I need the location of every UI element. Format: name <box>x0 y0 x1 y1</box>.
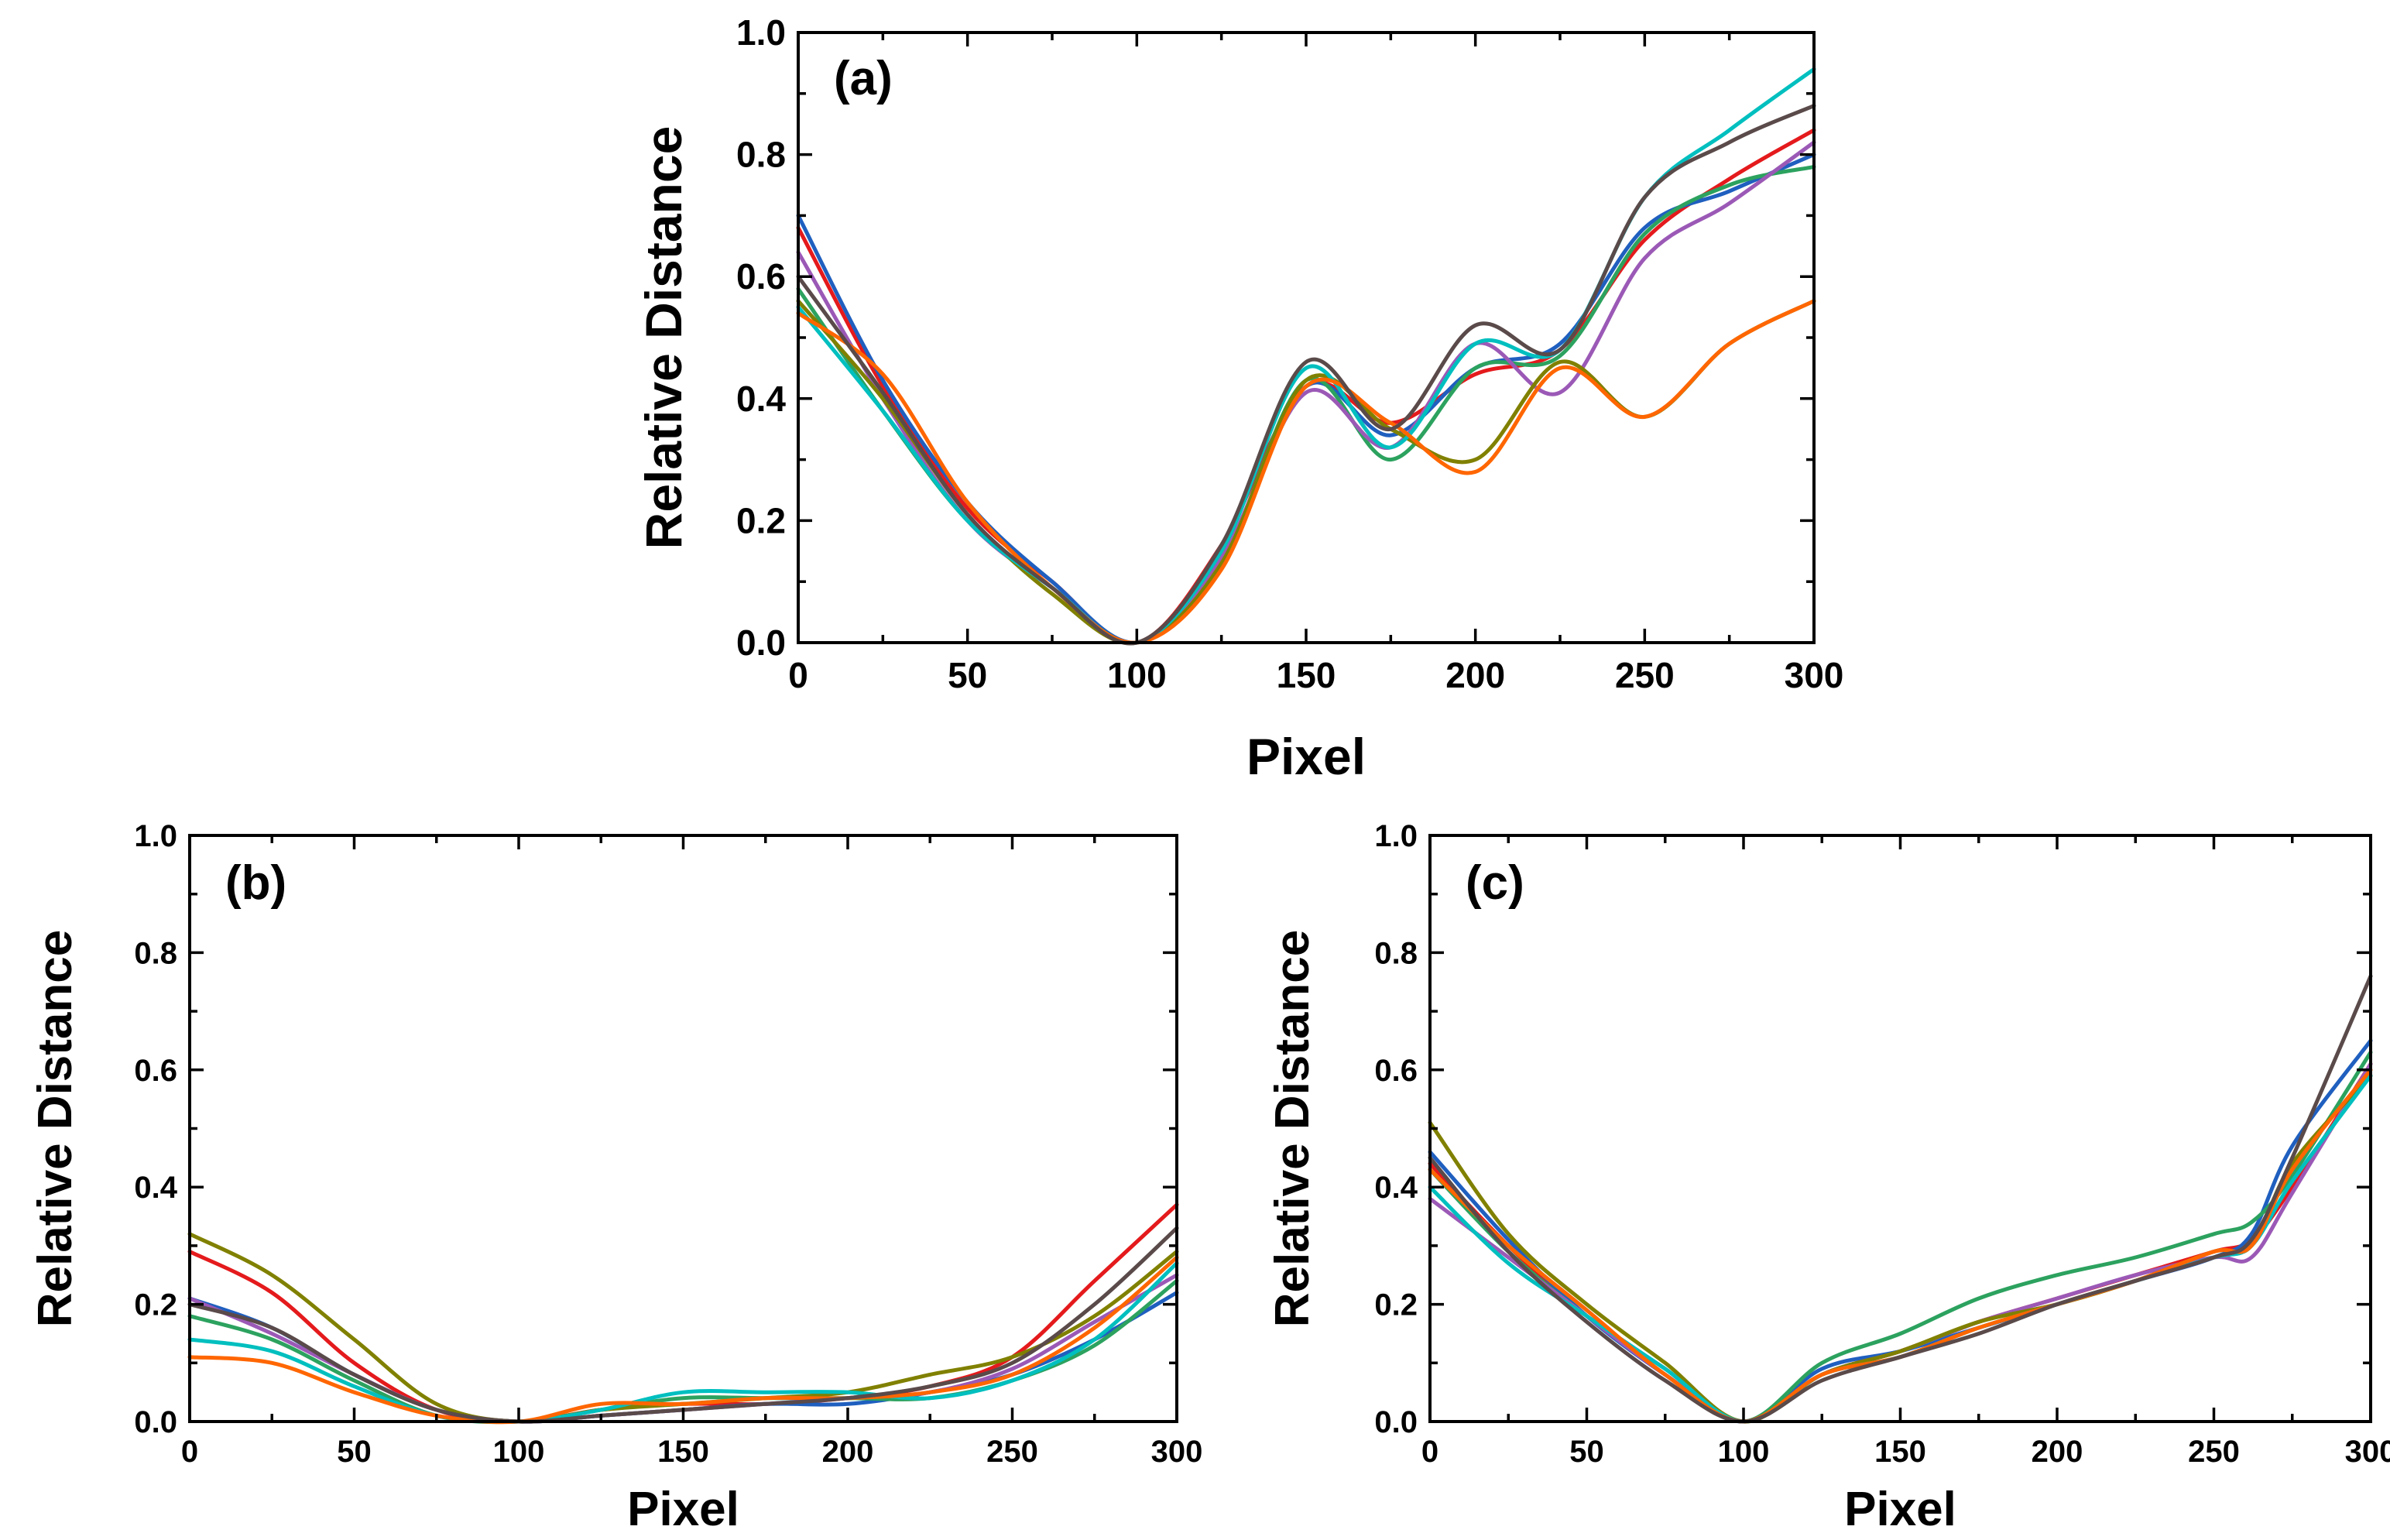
series-line-6 <box>796 67 1816 646</box>
x-tick-label: 150 <box>1277 655 1336 695</box>
series-line-4 <box>1428 1062 2373 1424</box>
series-line-7 <box>187 1255 1179 1425</box>
x-tick-label: 100 <box>1107 655 1167 695</box>
x-tick-label: 0 <box>1421 1435 1438 1469</box>
y-axis-title: Relative Distance <box>635 126 692 550</box>
series-line-3 <box>796 164 1816 645</box>
series-line-5 <box>796 299 1816 646</box>
x-tick-label: 200 <box>2032 1435 2083 1469</box>
y-axis-title: Relative Distance <box>1266 930 1319 1327</box>
y-tick-label: 0.2 <box>736 500 786 540</box>
y-tick-label: 0.0 <box>1374 1405 1418 1439</box>
x-tick-label: 300 <box>1151 1435 1203 1469</box>
series-line-2 <box>796 153 1816 645</box>
panel-label: (a) <box>834 52 893 105</box>
x-tick-label: 300 <box>2345 1435 2390 1469</box>
panel-label: (c) <box>1466 856 1524 910</box>
series-line-8 <box>796 104 1816 646</box>
x-tick-label: 150 <box>657 1435 709 1469</box>
x-axis-title: Pixel <box>627 1483 739 1536</box>
series-line-1 <box>187 1202 1179 1424</box>
x-tick-label: 150 <box>1874 1435 1926 1469</box>
series-line-1 <box>1428 1062 2373 1424</box>
x-tick-label: 200 <box>1445 655 1505 695</box>
series-line-7 <box>796 299 1816 645</box>
x-tick-label: 300 <box>1785 655 1844 695</box>
x-tick-label: 50 <box>337 1435 372 1469</box>
y-tick-label: 0.6 <box>736 256 786 297</box>
y-tick-label: 0.8 <box>134 936 177 970</box>
panel-a: 0 50 100 150 200 250 300 0.0 0.2 0.4 0.6 0.8 1.0 Pixe… <box>635 12 1843 785</box>
plot-frame <box>188 834 1178 1423</box>
x-tick-label: 0 <box>181 1435 198 1469</box>
series-line-8 <box>1428 974 2373 1424</box>
y-tick-label: 1.0 <box>134 819 177 853</box>
y-tick-label: 0.8 <box>1374 936 1418 970</box>
y-tick-label: 1.0 <box>736 12 786 53</box>
y-tick-label: 0.6 <box>134 1054 177 1088</box>
y-tick-label: 0.4 <box>1374 1171 1418 1205</box>
y-tick-label: 0.0 <box>736 623 786 663</box>
series-line-6 <box>187 1261 1179 1424</box>
y-tick-label: 0.4 <box>736 379 786 419</box>
x-tick-label: 250 <box>2188 1435 2240 1469</box>
panel-b: 0 50 100 150 200 250 300 0.0 0.2 0.4 0.6 0.8 1.0 Pixe… <box>29 819 1202 1536</box>
y-tick-label: 0.2 <box>134 1288 177 1322</box>
x-axis-title: Pixel <box>1246 728 1366 785</box>
y-tick-label: 0.2 <box>1374 1288 1418 1322</box>
y-tick-label: 0.0 <box>134 1405 177 1439</box>
panel-c: 0 50 100 150 200 250 300 0.0 0.2 0.4 0.6 0.8 1.0 Pixe… <box>1266 819 2390 1536</box>
plot-frame <box>797 31 1816 644</box>
y-tick-label: 1.0 <box>1374 819 1418 853</box>
x-tick-label: 250 <box>986 1435 1038 1469</box>
x-tick-label: 200 <box>822 1435 874 1469</box>
series-line-3 <box>1428 1050 2373 1424</box>
x-tick-label: 100 <box>493 1435 545 1469</box>
y-tick-label: 0.6 <box>1374 1054 1418 1088</box>
y-axis-title: Relative Distance <box>29 930 82 1327</box>
y-tick-label: 0.8 <box>736 135 786 175</box>
x-tick-label: 50 <box>1569 1435 1604 1469</box>
y-tick-label: 0.4 <box>134 1171 177 1205</box>
x-tick-label: 250 <box>1615 655 1675 695</box>
x-tick-label: 100 <box>1718 1435 1770 1469</box>
series-line-7 <box>1428 1068 2373 1424</box>
panel-label: (b) <box>225 856 286 910</box>
x-axis-title: Pixel <box>1844 1483 1956 1536</box>
x-tick-label: 0 <box>788 655 808 695</box>
x-tick-label: 50 <box>948 655 987 695</box>
